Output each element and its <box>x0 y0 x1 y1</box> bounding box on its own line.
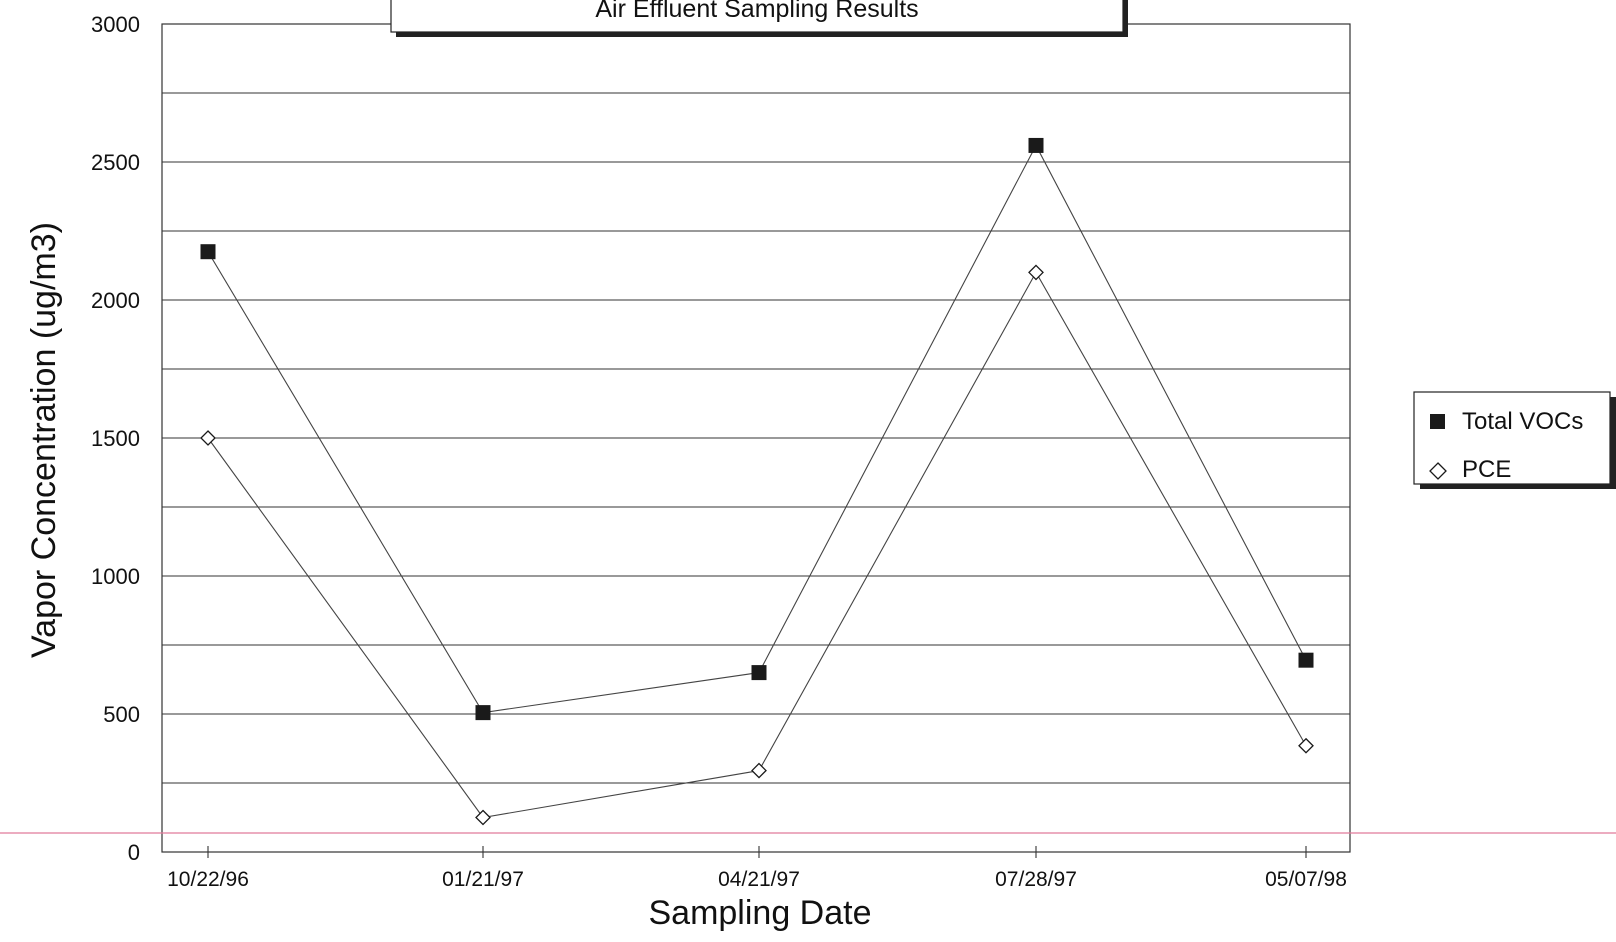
legend-label: Total VOCs <box>1462 408 1583 435</box>
y-tick-label: 3000 <box>91 12 140 37</box>
x-tick-label: 01/21/97 <box>442 868 524 891</box>
data-point-diamond <box>200 430 216 446</box>
data-point-diamond <box>1028 264 1044 281</box>
y-tick-label: 500 <box>103 702 140 727</box>
legend-marker-square <box>1430 414 1445 429</box>
data-point-diamond <box>751 762 767 779</box>
x-tick-label: 05/07/98 <box>1265 868 1347 891</box>
x-tick-label: 07/28/97 <box>995 868 1077 891</box>
title-box-frame <box>390 0 1124 33</box>
series-line-1 <box>207 271 1307 819</box>
series-group <box>200 137 1314 826</box>
chart-title: Air Effluent Sampling Results <box>595 0 918 23</box>
y-tick-label: 2500 <box>91 150 140 175</box>
data-point-square <box>1028 137 1044 153</box>
legend: Total VOCs PCE <box>1413 391 1616 489</box>
legend-frame <box>1413 391 1611 485</box>
legend-label: PCE <box>1462 456 1511 483</box>
x-tick-label: 10/22/96 <box>167 868 249 891</box>
gridlines <box>162 92 1350 784</box>
title-box: Air Effluent Sampling Results <box>390 0 1128 37</box>
data-point-square <box>200 244 216 260</box>
data-point-square <box>475 705 491 721</box>
legend-marker-diamond <box>1429 462 1447 480</box>
data-point-square <box>1298 652 1314 668</box>
x-tick-label: 04/21/97 <box>718 868 800 891</box>
y-tick-label: 1000 <box>91 564 140 589</box>
y-axis-label: Vapor Concentration (ug/m3) <box>25 222 63 658</box>
axis-labels: Sampling Date Vapor Concentration (ug/m3… <box>25 222 872 932</box>
data-point-diamond <box>475 809 491 826</box>
y-tick-label: 1500 <box>91 426 140 451</box>
data-point-square <box>751 665 767 681</box>
x-axis-label: Sampling Date <box>648 894 871 932</box>
axis-ticks: 0 500 1000 1500 2000 2500 3000 10/22/96 01/21/97… <box>91 12 1347 891</box>
y-tick-label: 0 <box>128 840 140 865</box>
y-tick-label: 2000 <box>91 288 140 313</box>
data-point-diamond <box>1298 737 1314 754</box>
